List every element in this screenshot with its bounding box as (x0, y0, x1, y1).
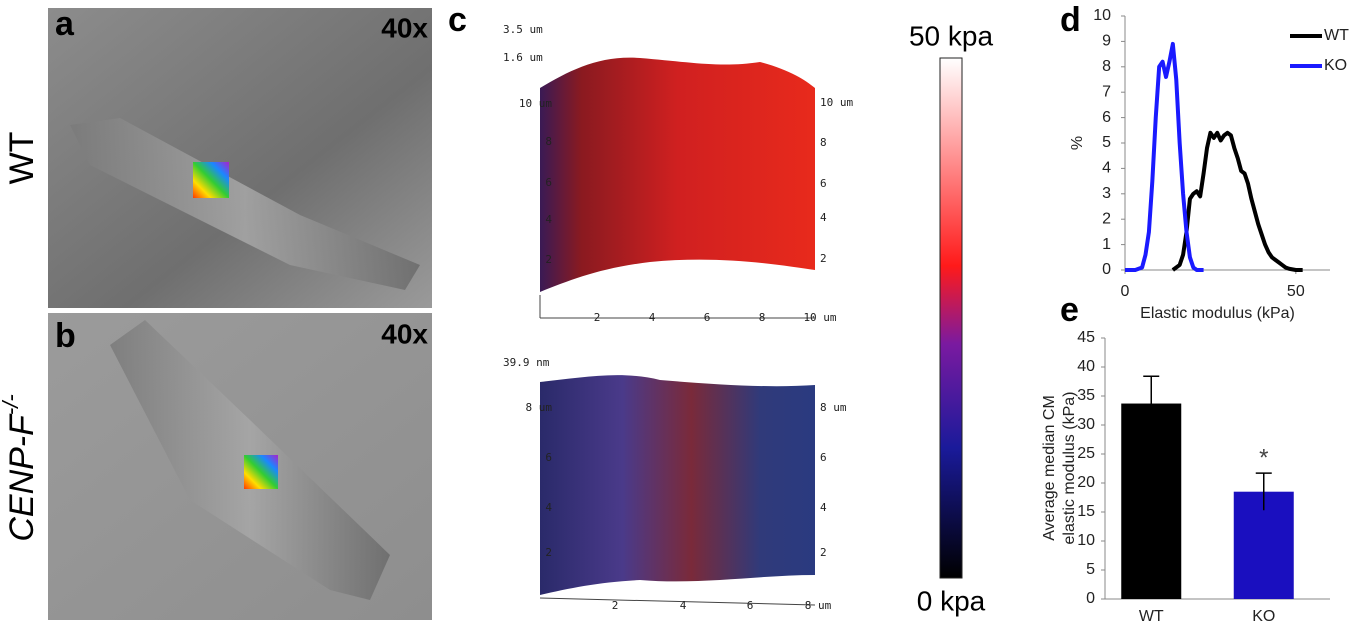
x-axis-label: Elastic modulus (kPa) (1140, 305, 1295, 322)
panel-label: d (1060, 1, 1081, 39)
surface-tick-label: 4 (820, 501, 827, 514)
line-series (1125, 41, 1204, 272)
surface-tick-label: 6 (747, 599, 754, 612)
significance: * (1259, 444, 1268, 471)
y-tick-label: 1 (1102, 236, 1111, 253)
y-tick-label: 45 (1077, 329, 1095, 346)
surface-tick-label: 2 (612, 599, 619, 612)
y-tick-label: 3 (1102, 185, 1111, 202)
surface-tick-label: 8 (759, 311, 766, 324)
surface-tick-label: 8 um (805, 599, 832, 612)
surface-tick-label: 2 (545, 546, 552, 559)
y-tick-label: 0 (1102, 261, 1111, 278)
panel-label: c (448, 1, 467, 39)
surface-tick-label: 8 um (526, 401, 553, 414)
genotype-superscript: -/- (0, 394, 23, 415)
x-tick-label: WT (1139, 608, 1164, 625)
surface-tick-label: 6 (820, 451, 827, 464)
surface-tick-label: 1.6 um (503, 51, 543, 64)
y-tick-label: 40 (1077, 358, 1095, 375)
x-tick-label: KO (1252, 608, 1275, 625)
surface-stiff (540, 57, 815, 292)
panel-b: b 40x CENP-F-/- (0, 313, 432, 620)
y-tick-label: 20 (1077, 474, 1095, 491)
axis (539, 597, 816, 606)
surface-tick-label: 4 (820, 211, 827, 224)
magnification: 40x (381, 12, 428, 43)
y-tick-label: 4 (1102, 160, 1111, 177)
surface-tick-label: 6 (545, 451, 552, 464)
error-bar (1255, 472, 1272, 511)
y-tick-label: 5 (1086, 561, 1095, 578)
y-tick-label: 0 (1086, 590, 1095, 607)
y-tick-label: 30 (1077, 416, 1095, 433)
legend-label: WT (1324, 27, 1349, 44)
y-axis-label: % (1069, 136, 1086, 150)
panel-a: a 40x WT (3, 5, 432, 308)
bar (1121, 403, 1182, 599)
colorbar (939, 57, 963, 579)
surface-soft (540, 375, 815, 595)
y-tick-label: 8 (1102, 58, 1111, 75)
y-tick-label: 35 (1077, 387, 1095, 404)
panel-label: a (55, 5, 75, 43)
genotype-text: CENP-F (3, 413, 41, 542)
y-tick-label: 10 (1077, 532, 1095, 549)
colorbar-min: 0 kpa (917, 585, 986, 616)
afm-region (193, 162, 229, 198)
y-tick-label: 15 (1077, 503, 1095, 520)
y-tick-label: 2 (1102, 210, 1111, 227)
surface-tick-label: 39.9 nm (503, 356, 550, 369)
error-bar (1143, 375, 1160, 431)
y-tick-label: 10 (1093, 7, 1111, 24)
surface-tick-label: 4 (545, 213, 552, 226)
surface-tick-label: 2 (545, 253, 552, 266)
panel-label: b (55, 317, 76, 355)
surface-tick-label: 4 (680, 599, 687, 612)
surface-tick-label: 6 (704, 311, 711, 324)
surface-tick-label: 2 (594, 311, 601, 324)
x-tick-label: 50 (1287, 283, 1305, 300)
y-tick-label: 7 (1102, 83, 1111, 100)
surface-tick-label: 6 (545, 176, 552, 189)
surface-tick-label: 6 (820, 177, 827, 190)
cell (70, 118, 420, 290)
chart-d: 0 1 2 3 4 5 6 7 8 9 10 0 50 Elastic modulus (kPa)% WT K… (1069, 7, 1349, 322)
surface-tick-label: 8 (820, 136, 827, 149)
genotype-label: CENP-F-/- (0, 394, 41, 541)
surface-tick-label: 4 (545, 501, 552, 514)
y-axis-label: Average median CM (1041, 395, 1058, 541)
panel-label: e (1060, 291, 1079, 329)
panel-c: c 50 kpa 0 kpa 3.5 um 1.6 um 2 4 6 8 10 um 2 4 6 8… (448, 1, 993, 616)
y-tick-label: 25 (1077, 445, 1095, 462)
chart-e: 0 5 10 15 20 25 30 35 40 45 Average median CM elast… (1041, 329, 1330, 625)
y-tick-label: 9 (1102, 33, 1111, 50)
surface-tick-label: 10 um (820, 96, 853, 109)
magnification: 40x (381, 318, 428, 349)
surface-tick-label: 2 (820, 252, 827, 265)
surface-tick-label: 2 (820, 546, 827, 559)
surface-tick-label: 10 um (803, 311, 836, 324)
line-series (1171, 130, 1303, 272)
surface-tick-label: 8 (545, 135, 552, 148)
surface-ticks: 3.5 um 1.6 um 2 4 6 8 10 um 2 4 6 8 10 um 2 4 6 8 10 um 3… (503, 23, 853, 612)
x-tick-label: 0 (1121, 283, 1130, 300)
y-tick-label: 5 (1102, 134, 1111, 151)
surface-tick-label: 3.5 um (503, 23, 543, 36)
legend-label: KO (1324, 57, 1347, 74)
y-tick-label: 6 (1102, 109, 1111, 126)
genotype-label: WT (3, 132, 41, 185)
colorbar-max: 50 kpa (909, 20, 993, 51)
surface-tick-label: 10 um (519, 97, 552, 110)
surface-tick-label: 8 um (820, 401, 847, 414)
surface-tick-label: 4 (649, 311, 656, 324)
y-axis-label: elastic modulus (kPa) (1061, 392, 1078, 545)
afm-region (244, 455, 278, 489)
